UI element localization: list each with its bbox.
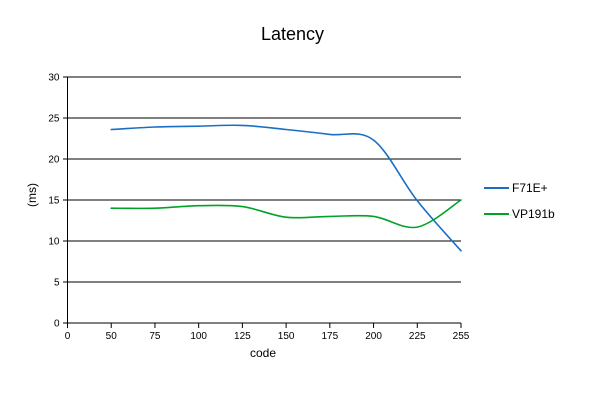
legend-entry-f71e: F71E+ — [484, 175, 555, 201]
x-tick-label-175: 175 — [321, 331, 338, 342]
y-tick-label-20: 20 — [48, 155, 60, 166]
y-axis-title: (ms) — [25, 183, 39, 207]
x-tick-label-50: 50 — [106, 331, 118, 342]
legend: F71E+ VP191b — [484, 175, 555, 227]
y-tick-label-15: 15 — [48, 196, 60, 207]
chart-title: Latency — [260, 24, 325, 44]
x-tick-label-0: 0 — [65, 331, 71, 342]
legend-label-vp191b: VP191b — [512, 207, 555, 221]
y-tick-label-30: 30 — [48, 73, 60, 84]
x-tick-label-150: 150 — [278, 331, 295, 342]
series-line-VP191b — [110, 199, 462, 229]
y-tick-label-25: 25 — [48, 114, 60, 125]
legend-entry-vp191b: VP191b — [484, 201, 555, 227]
series-line-F71E+ — [110, 124, 462, 252]
x-tick-label-75: 75 — [149, 331, 161, 342]
x-tick-label-255: 255 — [453, 331, 470, 342]
legend-line-swatch-vp191b — [484, 213, 509, 215]
legend-line-swatch-f71e — [484, 187, 509, 189]
x-tick-label-225: 225 — [409, 331, 426, 342]
x-tick-label-100: 100 — [190, 331, 207, 342]
x-tick-label-200: 200 — [365, 331, 382, 342]
x-tick-label-125: 125 — [234, 331, 251, 342]
legend-label-f71e: F71E+ — [512, 181, 548, 195]
y-tick-label-0: 0 — [54, 319, 60, 330]
y-tick-label-5: 5 — [54, 278, 60, 289]
x-axis-title: code — [249, 346, 277, 360]
y-tick-label-10: 10 — [48, 237, 60, 248]
